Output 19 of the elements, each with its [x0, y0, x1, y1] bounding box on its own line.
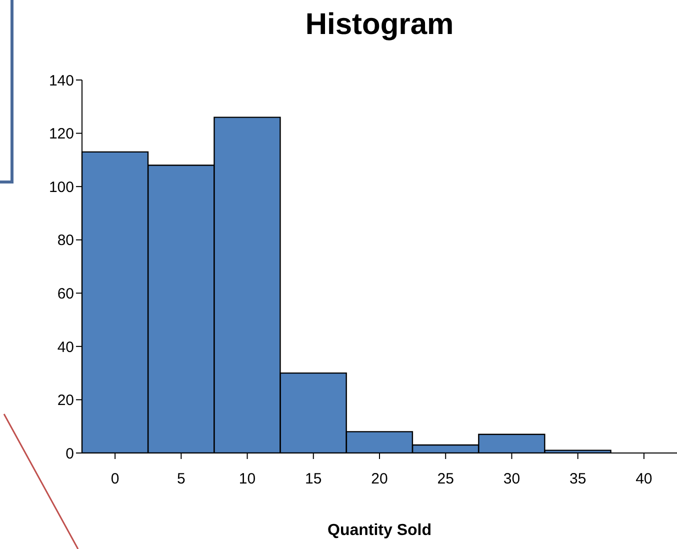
y-tick-label: 80 [57, 232, 74, 250]
y-tick-label: 0 [66, 445, 74, 462]
x-tick-label: 10 [238, 470, 256, 488]
x-tick-label: 5 [176, 470, 186, 488]
y-tick-label: 140 [48, 72, 74, 90]
x-tick-label: 35 [569, 470, 586, 488]
y-tick-label: 100 [48, 178, 74, 196]
y-tick-label: 120 [48, 126, 74, 143]
y-tick-label: 20 [57, 392, 74, 410]
y-tick-label: 60 [57, 285, 74, 302]
x-tick-label: 40 [636, 470, 652, 488]
x-tick-label: 15 [305, 470, 322, 488]
y-tick-label: 40 [57, 338, 74, 356]
chart-title: Histogram [304, 8, 455, 42]
x-tick-label: 25 [437, 470, 454, 488]
x-tick-label: 30 [503, 470, 520, 488]
x-tick-label: 20 [371, 470, 388, 488]
x-tick-label: 0 [110, 470, 120, 488]
x-axis-title: Quantity Sold [328, 522, 432, 539]
